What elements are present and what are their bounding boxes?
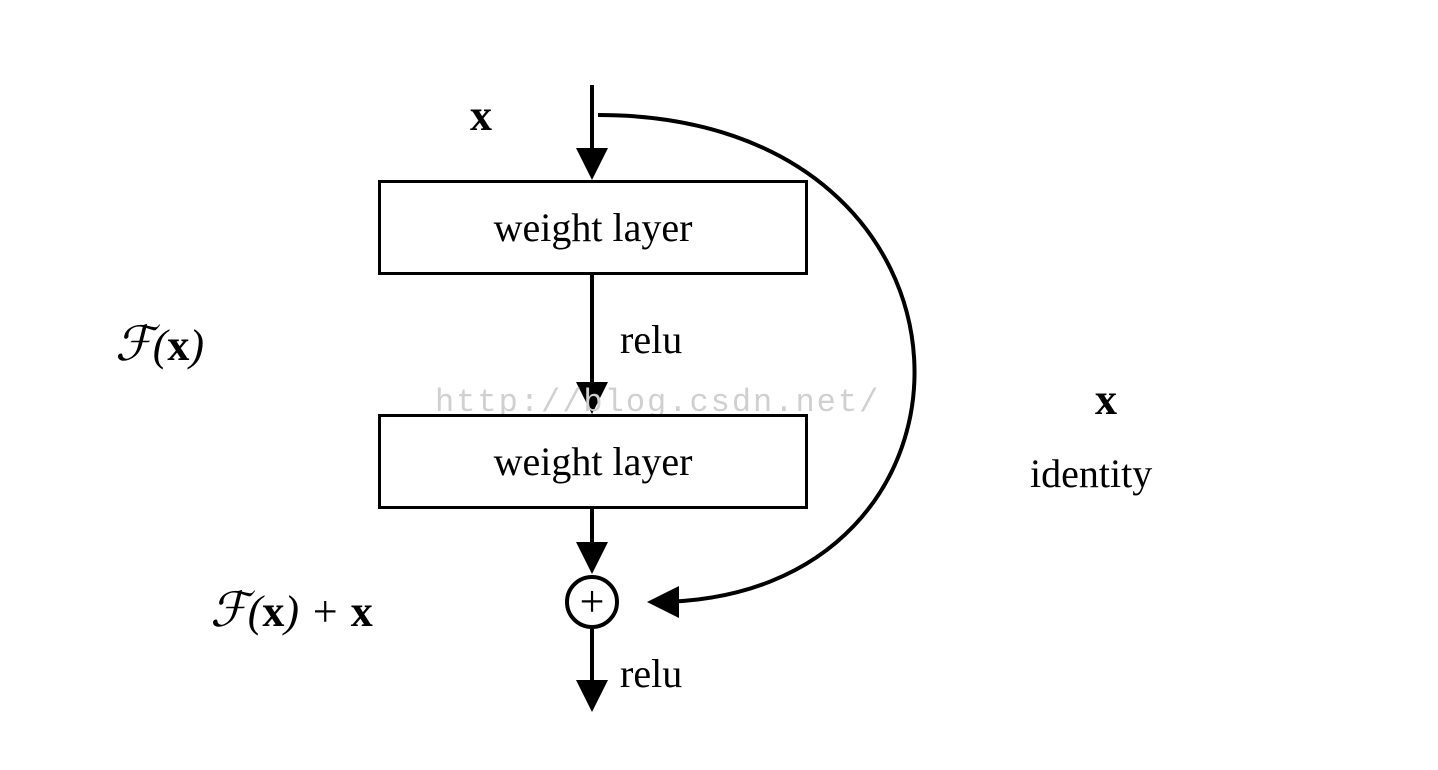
plus-node: + bbox=[565, 575, 619, 629]
residual-block-diagram: x weight layer relu ℱ(x) http://blog.csd… bbox=[0, 0, 1438, 770]
weight-layer-2-text: weight layer bbox=[494, 438, 693, 485]
fx-plus-x-label: ℱ(x) + x bbox=[210, 582, 373, 638]
fx-label: ℱ(x) bbox=[115, 316, 204, 372]
weight-layer-1: weight layer bbox=[378, 180, 808, 275]
relu-label-1: relu bbox=[620, 316, 682, 363]
skip-x-label: x bbox=[1095, 374, 1117, 425]
weight-layer-2: weight layer bbox=[378, 414, 808, 509]
input-x-label: x bbox=[470, 90, 492, 141]
plus-symbol: + bbox=[580, 580, 605, 624]
identity-label: identity bbox=[1030, 450, 1152, 497]
relu-label-2: relu bbox=[620, 650, 682, 697]
weight-layer-1-text: weight layer bbox=[494, 204, 693, 251]
